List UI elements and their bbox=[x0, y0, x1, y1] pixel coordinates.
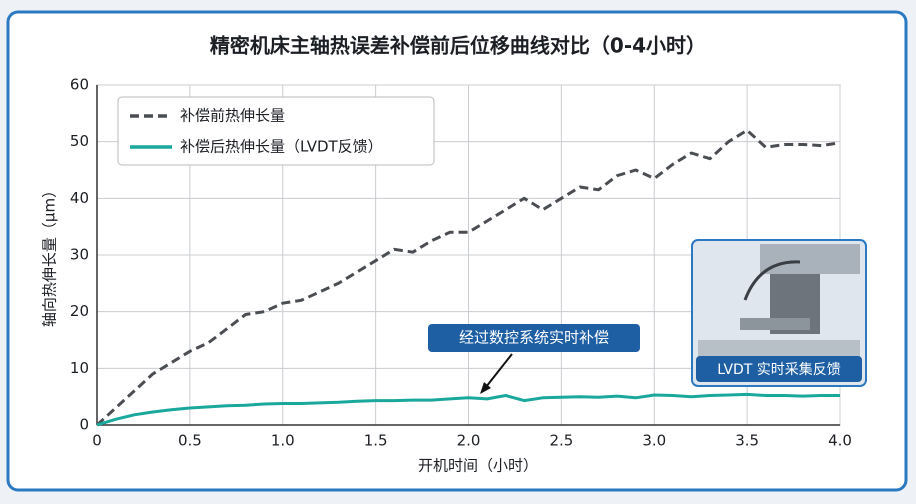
y-tick-label: 20 bbox=[70, 302, 89, 320]
annotation-arrow bbox=[485, 353, 513, 388]
y-axis-label: 轴向热伸长量（μm） bbox=[41, 183, 59, 327]
cable bbox=[743, 260, 801, 301]
x-tick-label: 1.0 bbox=[271, 432, 295, 450]
x-tick-label: 0 bbox=[92, 432, 102, 450]
annotation: 经过数控系统实时补偿 bbox=[428, 324, 640, 394]
x-tick-label: 0.5 bbox=[178, 432, 202, 450]
arrow-head bbox=[480, 382, 491, 394]
legend-box bbox=[117, 96, 435, 166]
y-tick-label: 10 bbox=[70, 359, 89, 377]
y-tick-label: 30 bbox=[70, 246, 89, 264]
series-line bbox=[95, 128, 841, 427]
spindle bbox=[760, 244, 860, 274]
inset: LVDT 实时采集反馈 bbox=[691, 239, 867, 387]
chart-title: 精密机床主轴热误差补偿前后位移曲线对比（0-4小时） bbox=[210, 34, 706, 58]
y-tick-label: 0 bbox=[79, 416, 89, 434]
y-tick-label: 60 bbox=[70, 76, 89, 94]
bracket bbox=[740, 318, 810, 330]
inset-caption-box bbox=[696, 356, 862, 382]
x-tick-label: 2.5 bbox=[549, 432, 573, 450]
inset-caption: LVDT 实时采集反馈 bbox=[717, 361, 841, 378]
legend-label: 补偿前热伸长量 bbox=[180, 107, 285, 125]
x-tick-label: 1.5 bbox=[364, 432, 388, 450]
x-tick-label: 3.0 bbox=[642, 432, 666, 450]
annotation-box bbox=[428, 324, 640, 352]
y-tick-label: 40 bbox=[70, 189, 89, 207]
x-tick-label: 2.0 bbox=[457, 432, 481, 450]
y-tick-label: 50 bbox=[70, 132, 89, 150]
x-tick-label: 4.0 bbox=[828, 432, 852, 450]
legend-label: 补偿后热伸长量（LVDT反馈） bbox=[180, 138, 383, 156]
x-tick-label: 3.5 bbox=[735, 432, 759, 450]
annotation-text: 经过数控系统实时补偿 bbox=[459, 329, 609, 347]
series-line bbox=[96, 392, 840, 427]
x-axis-label: 开机时间（小时） bbox=[418, 457, 538, 475]
